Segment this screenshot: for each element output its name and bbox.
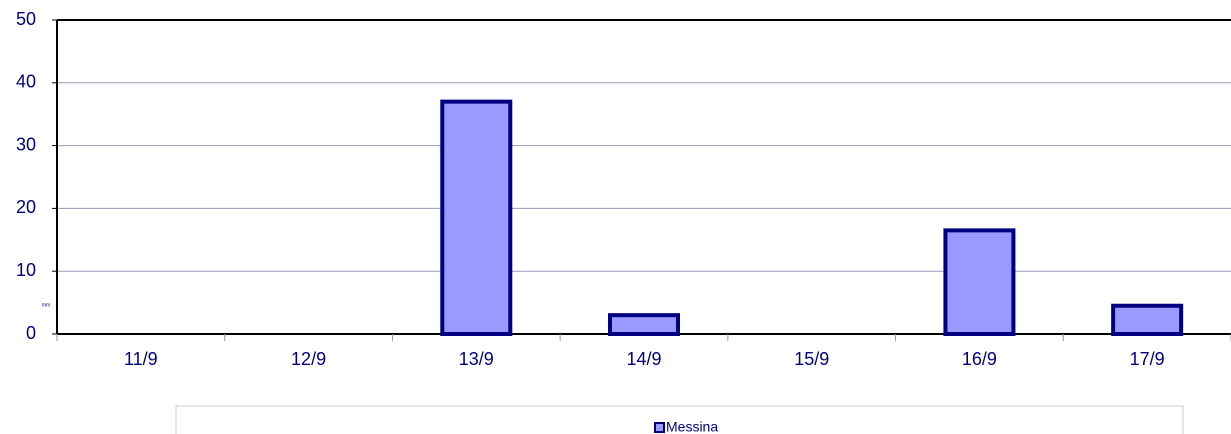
bar xyxy=(1111,303,1184,336)
y-tick-label: 40 xyxy=(16,72,36,92)
y-axis-label: mm xyxy=(42,302,50,308)
y-tick-label: 20 xyxy=(16,197,36,217)
y-tick-label: 50 xyxy=(16,9,36,29)
y-tick-label: 10 xyxy=(16,260,36,280)
x-tick-label: 12/9 xyxy=(291,349,326,369)
x-tick-label: 16/9 xyxy=(962,349,997,369)
legend-swatch xyxy=(654,422,665,433)
x-tick-label: 13/9 xyxy=(459,349,494,369)
bar xyxy=(440,99,513,336)
x-tick-label: 17/9 xyxy=(1130,349,1165,369)
legend-box xyxy=(175,405,1184,434)
x-tick-label: 11/9 xyxy=(124,349,158,369)
bar xyxy=(608,313,680,337)
bar xyxy=(943,228,1016,337)
y-tick-label: 0 xyxy=(26,323,36,343)
y-tick-label: 30 xyxy=(16,134,36,154)
legend-label: Messina xyxy=(666,419,718,434)
x-tick-label: 15/9 xyxy=(794,349,829,369)
x-tick-label: 14/9 xyxy=(626,349,661,369)
